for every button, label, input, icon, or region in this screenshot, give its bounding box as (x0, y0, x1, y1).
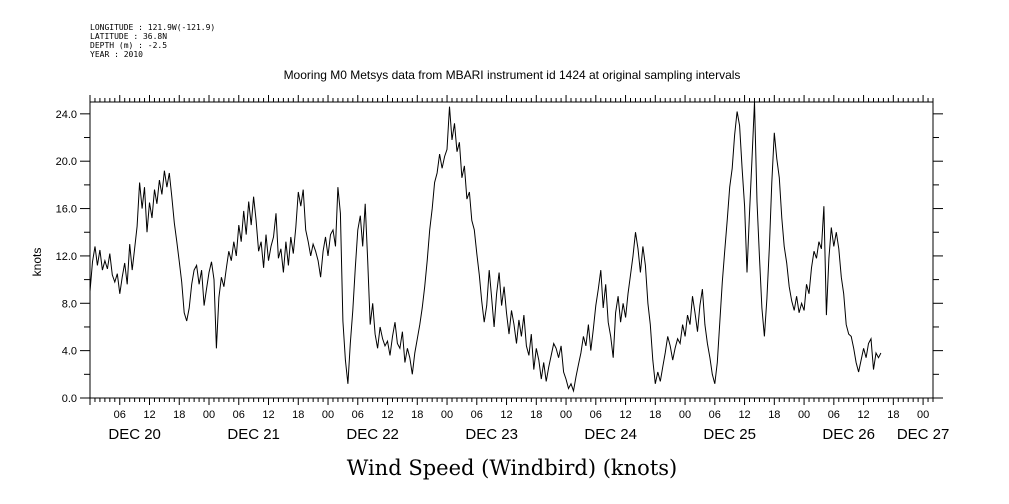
x-tick-label: 06 (471, 409, 483, 421)
y-axis-label: knots (30, 248, 44, 277)
day-label: DEC 27 (897, 426, 950, 443)
x-tick-label: 12 (381, 409, 393, 421)
x-tick-label: 12 (262, 409, 274, 421)
x-tick-label: 18 (768, 409, 780, 421)
x-tick-label: 18 (411, 409, 423, 421)
chart-title: Mooring M0 Metsys data from MBARI instru… (284, 68, 741, 82)
x-tick-label: 06 (828, 409, 840, 421)
x-tick-label: 12 (738, 409, 750, 421)
day-label: DEC 23 (465, 426, 518, 443)
x-tick-label: 00 (322, 409, 334, 421)
day-label: DEC 21 (227, 426, 280, 443)
x-tick-label: 06 (709, 409, 721, 421)
x-tick-label: 18 (649, 409, 661, 421)
y-tick-labels: 0.0 4.0 8.0 12.0 16.0 20.0 24.0 (56, 109, 77, 405)
plot-frame (89, 101, 934, 399)
x-tick-label: 12 (500, 409, 512, 421)
x-tick-label: 06 (590, 409, 602, 421)
day-label: DEC 26 (822, 426, 875, 443)
x-tick-labels: 06 12 18 00 06 12 18 00 06 12 18 00 06 12 18 00 06 12 18 00… (114, 409, 930, 421)
x-tick-label: 18 (173, 409, 185, 421)
x-tick-label: 12 (857, 409, 869, 421)
x-tick-label: 12 (143, 409, 155, 421)
x-tick-label: 00 (203, 409, 215, 421)
series-line-wind-speed (89, 101, 882, 393)
y-tick-label: 0.0 (62, 393, 77, 405)
x-tick-label: 00 (560, 409, 572, 421)
day-label: DEC 24 (584, 426, 637, 443)
x-tick-label: 00 (441, 409, 453, 421)
day-label: DEC 25 (703, 426, 756, 443)
y-tick-label: 4.0 (62, 346, 77, 358)
x-tick-label: 00 (917, 409, 929, 421)
y-tick-label: 24.0 (56, 109, 77, 121)
x-tick-label: 06 (352, 409, 364, 421)
meta-longitude: LONGITUDE : 121.9W(-121.9) (90, 23, 215, 32)
meta-depth: DEPTH (m) : -2.5 (90, 41, 167, 50)
x-tick-label: 06 (233, 409, 245, 421)
x-tick-label: 00 (679, 409, 691, 421)
x-tick-label: 18 (292, 409, 304, 421)
x-tick-label: 00 (798, 409, 810, 421)
meta-year: YEAR : 2010 (90, 50, 143, 59)
meta-latitude: LATITUDE : 36.8N (90, 32, 167, 41)
x-tick-label: 06 (114, 409, 126, 421)
y-tick-label: 8.0 (62, 298, 77, 310)
axis-ticks (80, 95, 943, 405)
x-tick-label: 18 (887, 409, 899, 421)
day-label: DEC 20 (108, 426, 161, 443)
y-tick-label: 12.0 (56, 251, 77, 263)
x-tick-label: 18 (530, 409, 542, 421)
day-labels: DEC 20 DEC 21 DEC 22 DEC 23 DEC 24 DEC 25 DEC … (108, 426, 949, 443)
day-label: DEC 22 (346, 426, 399, 443)
y-tick-label: 20.0 (56, 156, 77, 168)
x-tick-label: 12 (619, 409, 631, 421)
x-axis-label: Wind Speed (Windbird) (knots) (347, 456, 677, 480)
y-tick-label: 16.0 (56, 204, 77, 216)
